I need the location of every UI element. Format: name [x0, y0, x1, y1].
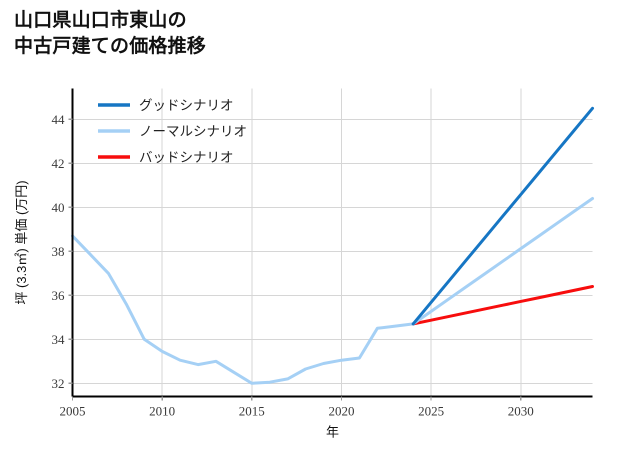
y-tick-label: 36 [52, 288, 66, 303]
legend-label-0: グッドシナリオ [139, 98, 234, 113]
axis-ticks: 32 34 36 38 40 42 44 2005 2010 2015 2020 2025 2030 [52, 112, 534, 419]
y-tick-label: 40 [52, 200, 65, 215]
y-tick-label: 32 [52, 376, 65, 391]
legend-label-1: ノーマルシナリオ [139, 124, 247, 139]
series-line-historical [71, 234, 415, 385]
page-title: 山口県山口市東山の 中古戸建ての価格推移 [14, 10, 207, 57]
y-axis-title: 坪 (3.3㎡) 単価 (万円) [14, 180, 29, 304]
x-tick-label: 2005 [60, 404, 86, 419]
x-tick-label: 2030 [508, 404, 534, 419]
y-tick-label: 38 [52, 244, 65, 259]
y-tick-label: 42 [52, 156, 65, 171]
series-line-2 [411, 285, 594, 326]
series-line-0 [411, 106, 594, 326]
axis-titles: 年 坪 (3.3㎡) 単価 (万円) [14, 180, 339, 439]
x-tick-label: 2015 [239, 404, 265, 419]
x-tick-label: 2010 [149, 404, 175, 419]
x-tick-label: 2025 [418, 404, 444, 419]
axis-spines [71, 88, 593, 398]
y-tick-label: 44 [52, 112, 66, 127]
series-line-1 [411, 197, 594, 326]
legend-label-2: バッドシナリオ [139, 150, 234, 165]
y-tick-label: 34 [52, 332, 66, 347]
x-axis-title: 年 [326, 425, 339, 440]
x-tick-label: 2020 [328, 404, 354, 419]
series-layer [71, 106, 594, 385]
